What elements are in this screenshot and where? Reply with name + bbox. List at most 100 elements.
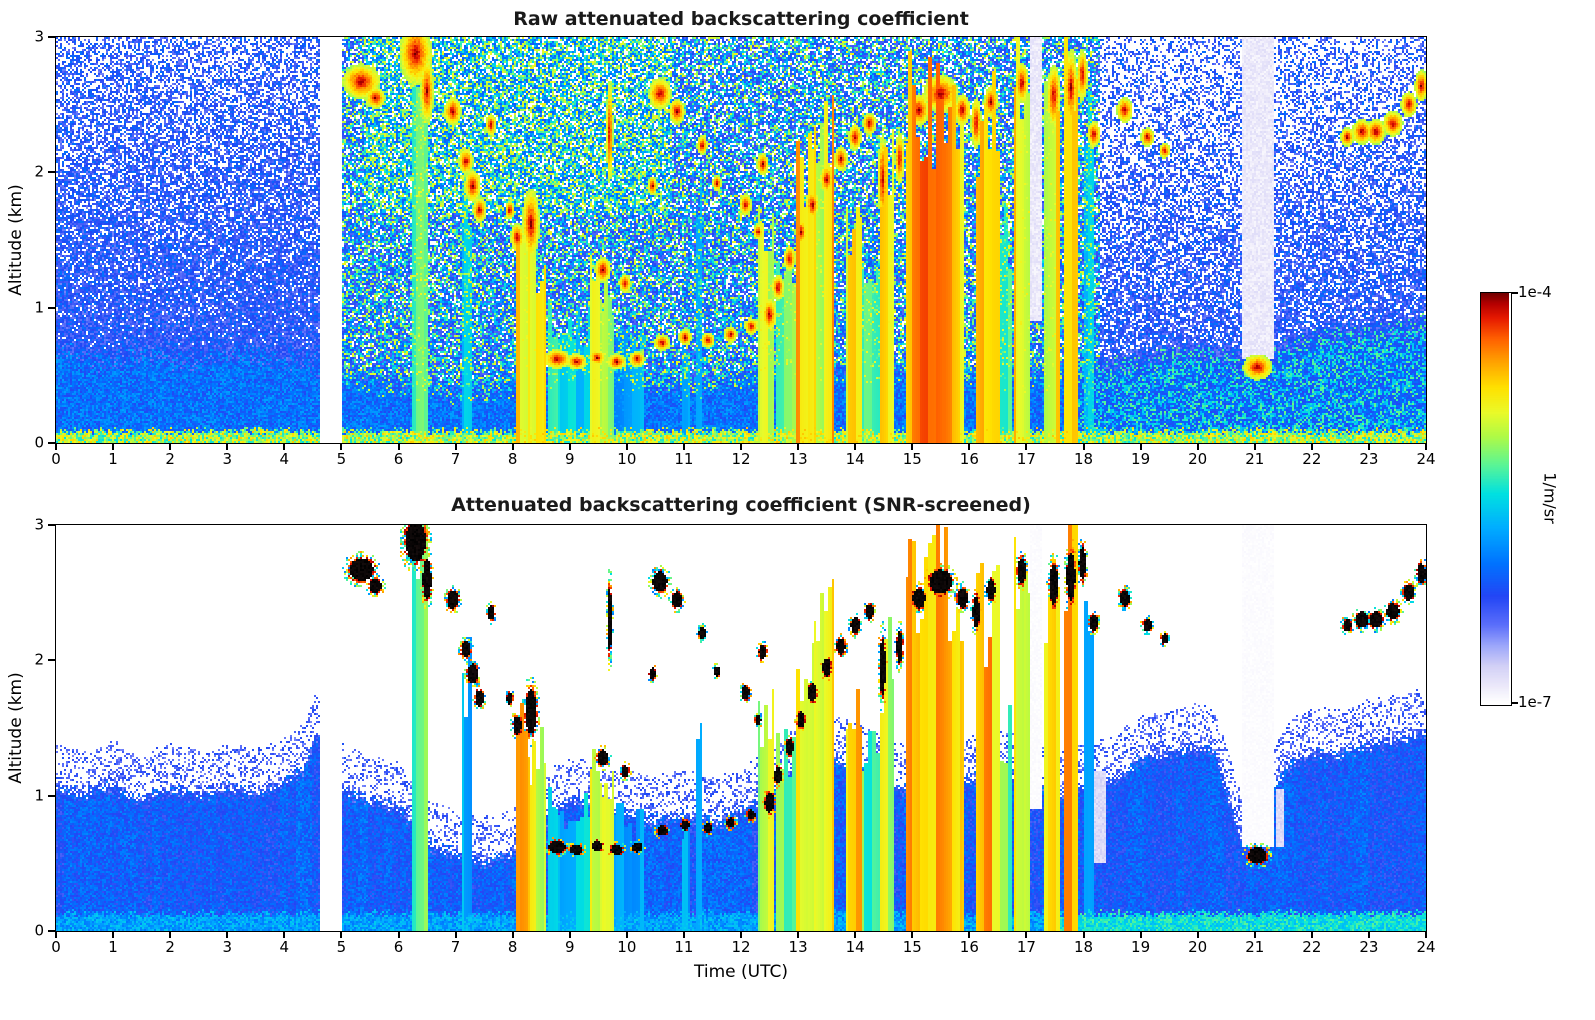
x-tick-mark: [454, 931, 457, 938]
x-tick-label: 1: [108, 450, 118, 468]
x-tick-mark: [1310, 443, 1313, 450]
y-tick-label: 3: [34, 27, 44, 46]
x-tick-label: 3: [222, 938, 233, 956]
x-tick-mark: [112, 931, 115, 938]
y-tick-mark: [48, 930, 55, 932]
x-tick-mark: [1082, 931, 1085, 938]
x-tick-mark: [55, 443, 57, 450]
y-tick-label: 2: [34, 162, 44, 181]
panel-title-screened: Attenuated backscattering coefficient (S…: [451, 494, 1031, 516]
x-tick-mark: [1139, 931, 1142, 938]
y-tick-label: 1: [34, 298, 44, 317]
x-tick-mark: [1139, 443, 1142, 450]
colorbar-tick-top: 1e-4: [1518, 283, 1552, 301]
colorbar-tick-mark-top: [1512, 292, 1518, 294]
x-tick-label: 6: [393, 938, 404, 956]
x-tick-label: 23: [1359, 450, 1379, 468]
x-tick-mark: [968, 443, 971, 450]
x-tick-mark: [226, 443, 229, 450]
x-tick-mark: [511, 931, 514, 938]
x-tick-label: 2: [165, 938, 175, 956]
x-tick-mark: [568, 443, 571, 450]
x-tick-label: 17: [1016, 450, 1036, 468]
x-tick-label: 11: [674, 938, 694, 956]
x-tick-mark: [911, 931, 914, 938]
x-tick-label: 22: [1302, 450, 1322, 468]
colorbar: [1480, 292, 1512, 706]
x-tick-mark: [1196, 931, 1199, 938]
y-tick-mark: [48, 306, 55, 309]
x-tick-label: 7: [450, 938, 461, 956]
x-tick-label: 19: [1131, 938, 1151, 956]
x-tick-mark: [55, 931, 57, 938]
x-tick-label: 21: [1245, 938, 1265, 956]
x-tick-label: 13: [788, 450, 808, 468]
x-tick-label: 19: [1131, 450, 1151, 468]
plot-area-raw: 0 1 2 3 4 5 6 7 8 9 10 11 12 13 14 15 16 17 18 19 20 21 22 23 24…: [34, 29, 1435, 467]
x-tick-label: 20: [1188, 450, 1208, 468]
x-tick-label: 16: [959, 938, 979, 956]
y-tick-mark: [48, 442, 55, 444]
x-tick-label: 15: [902, 938, 922, 956]
x-tick-label: 15: [902, 450, 922, 468]
x-tick-mark: [682, 443, 685, 450]
x-tick-mark: [797, 443, 800, 450]
x-tick-label: 5: [336, 450, 347, 468]
x-tick-label: 23: [1359, 938, 1379, 956]
x-tick-mark: [854, 443, 857, 450]
x-tick-mark: [625, 931, 628, 938]
heatmap-canvas-screened: [56, 525, 1426, 931]
x-tick-mark: [1253, 931, 1256, 938]
x-tick-mark: [112, 443, 115, 450]
x-tick-mark: [283, 931, 286, 938]
x-tick-label: 17: [1016, 938, 1036, 956]
x-tick-mark: [340, 443, 343, 450]
x-tick-label: 2: [165, 450, 175, 468]
x-tick-mark: [1425, 443, 1427, 450]
x-tick-mark: [740, 931, 742, 938]
x-tick-label: 9: [564, 450, 575, 468]
x-tick-mark: [568, 931, 571, 938]
colorbar-units-label: 1/m/sr: [1540, 472, 1560, 524]
x-axis-label: Time (UTC): [694, 962, 788, 982]
panel-title-raw: Raw attenuated backscattering coefficien…: [513, 8, 969, 30]
x-tick-mark: [454, 443, 457, 450]
colorbar-tick-bottom: 1e-7: [1518, 693, 1552, 711]
x-tick-label: 10: [617, 938, 637, 956]
x-tick-label: 22: [1302, 938, 1322, 956]
x-tick-label: 12: [731, 938, 751, 956]
x-tick-label: 11: [674, 450, 694, 468]
x-tick-mark: [1082, 443, 1085, 450]
x-tick-mark: [1367, 931, 1370, 938]
x-tick-label: 14: [845, 938, 865, 956]
x-tick-label: 13: [788, 938, 808, 956]
x-tick-mark: [1196, 443, 1199, 450]
x-tick-mark: [1253, 443, 1256, 450]
x-tick-mark: [226, 931, 229, 938]
x-tick-label: 6: [393, 450, 404, 468]
y-tick-mark: [48, 36, 55, 38]
x-tick-label: 21: [1245, 450, 1265, 468]
x-tick-label: 0: [51, 938, 61, 956]
x-tick-mark: [1025, 931, 1028, 938]
x-tick-label: 24: [1416, 938, 1436, 956]
y-tick-mark: [48, 794, 55, 797]
x-tick-mark: [169, 443, 172, 450]
x-tick-label: 24: [1416, 450, 1436, 468]
x-tick-mark: [1367, 443, 1370, 450]
y-tick-label: 3: [34, 515, 44, 534]
x-tick-label: 10: [617, 450, 637, 468]
y-tick-mark: [48, 171, 55, 174]
x-tick-mark: [1425, 931, 1427, 938]
x-tick-label: 12: [731, 450, 751, 468]
x-tick-label: 9: [564, 938, 575, 956]
x-tick-mark: [169, 931, 172, 938]
x-tick-label: 14: [845, 450, 865, 468]
x-tick-label: 3: [222, 450, 233, 468]
x-tick-label: 4: [279, 938, 290, 956]
y-tick-label: 1: [34, 786, 44, 805]
x-tick-mark: [854, 931, 857, 938]
heatmap-canvas-raw: [56, 37, 1426, 443]
x-tick-mark: [340, 931, 343, 938]
x-tick-mark: [740, 443, 742, 450]
